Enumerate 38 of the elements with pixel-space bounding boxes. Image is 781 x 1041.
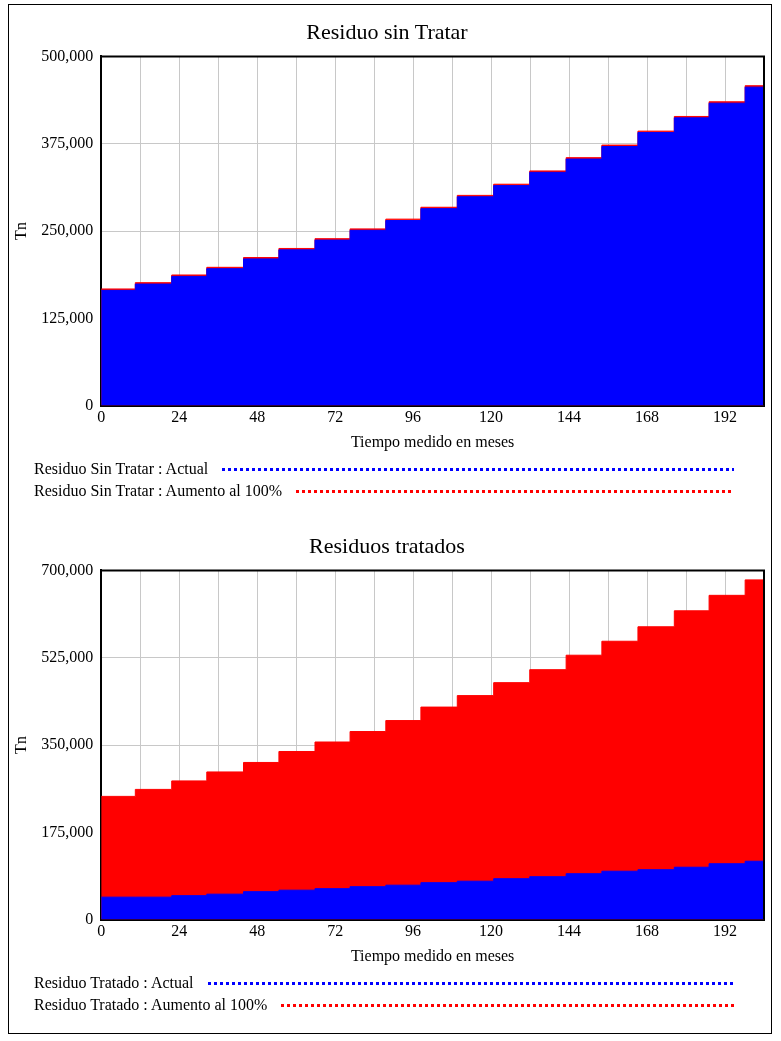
- x-axis-title: Tiempo medido en meses: [350, 946, 515, 965]
- chart-title: Residuos tratados: [309, 532, 465, 558]
- y-tick-label: 500,000: [41, 46, 94, 64]
- x-tick-label: 168: [635, 408, 660, 426]
- x-tick-label: 192: [713, 408, 738, 426]
- y-tick-label: 0: [85, 395, 94, 413]
- x-tick-label: 144: [557, 408, 582, 426]
- x-tick-label: 96: [405, 922, 422, 940]
- y-tick-label: 0: [85, 909, 94, 927]
- y-tick-label: 350,000: [41, 735, 94, 753]
- x-tick-label: 120: [479, 408, 504, 426]
- x-tick-label: 192: [713, 922, 738, 940]
- x-tick-label: 0: [97, 408, 106, 426]
- legend-label: Residuo Sin Tratar : Actual: [34, 460, 209, 478]
- x-tick-label: 72: [327, 922, 344, 940]
- x-tick-label: 96: [405, 408, 422, 426]
- y-tick-label: 375,000: [41, 133, 94, 151]
- x-tick-label: 24: [171, 922, 188, 940]
- y-tick-label: 250,000: [41, 221, 94, 239]
- x-tick-label: 72: [327, 408, 344, 426]
- legend-label: Residuo Sin Tratar : Aumento al 100%: [34, 482, 282, 500]
- x-tick-label: 24: [171, 408, 188, 426]
- chart-title: Residuo sin Tratar: [306, 18, 469, 44]
- y-axis-title: Tn: [11, 736, 29, 754]
- x-tick-label: 120: [479, 922, 504, 940]
- legend-label: Residuo Tratado : Aumento al 100%: [34, 996, 268, 1014]
- y-tick-label: 125,000: [41, 308, 94, 326]
- x-tick-label: 168: [635, 922, 660, 940]
- x-tick-label: 144: [557, 922, 582, 940]
- x-tick-label: 48: [249, 922, 266, 940]
- y-tick-label: 525,000: [41, 647, 94, 665]
- y-axis-title: Tn: [11, 222, 29, 240]
- x-tick-label: 48: [249, 408, 266, 426]
- legend-label: Residuo Tratado : Actual: [34, 974, 194, 992]
- x-tick-label: 0: [97, 922, 106, 940]
- y-tick-label: 700,000: [41, 560, 94, 578]
- y-tick-label: 175,000: [41, 822, 94, 840]
- x-axis-title: Tiempo medido en meses: [350, 432, 515, 451]
